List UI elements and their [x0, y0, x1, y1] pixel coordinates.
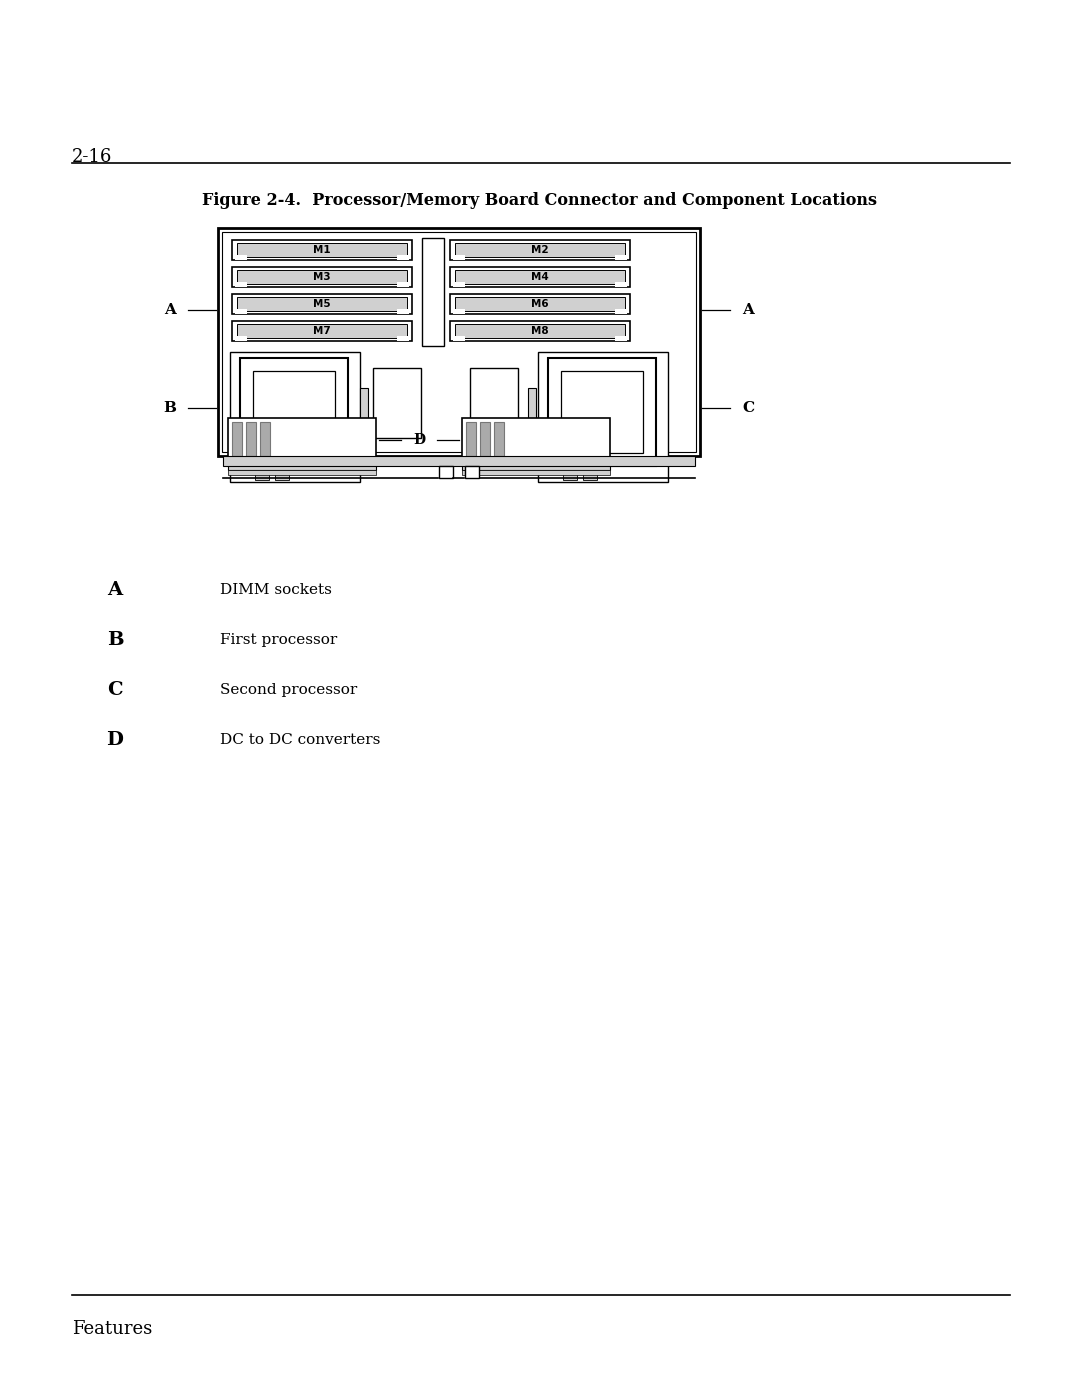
- Bar: [222, 232, 696, 453]
- Text: D: D: [107, 731, 123, 749]
- Bar: [240, 358, 348, 467]
- Bar: [232, 321, 411, 341]
- Bar: [222, 455, 696, 467]
- Text: M1: M1: [313, 244, 330, 256]
- Text: First processor: First processor: [220, 633, 337, 647]
- Bar: [235, 337, 247, 341]
- Text: M8: M8: [531, 326, 549, 337]
- Bar: [470, 367, 518, 439]
- Bar: [480, 422, 490, 455]
- Text: C: C: [742, 401, 754, 415]
- Bar: [615, 337, 627, 341]
- Bar: [615, 282, 627, 286]
- Bar: [373, 367, 421, 439]
- Bar: [528, 388, 536, 439]
- Text: DIMM sockets: DIMM sockets: [220, 583, 332, 597]
- Text: A: A: [742, 303, 754, 317]
- Bar: [397, 256, 409, 260]
- Text: Figure 2-4.  Processor/Memory Board Connector and Component Locations: Figure 2-4. Processor/Memory Board Conne…: [203, 191, 877, 210]
- Bar: [230, 352, 360, 482]
- Text: M6: M6: [531, 299, 549, 309]
- Bar: [228, 460, 376, 469]
- Bar: [455, 324, 625, 338]
- Bar: [235, 282, 247, 286]
- Text: Second processor: Second processor: [220, 683, 357, 697]
- Text: B: B: [107, 631, 123, 650]
- Bar: [583, 472, 597, 481]
- Bar: [228, 418, 376, 460]
- Bar: [561, 372, 643, 453]
- Bar: [237, 243, 407, 257]
- Bar: [453, 337, 465, 341]
- Bar: [246, 422, 256, 455]
- Bar: [450, 267, 630, 286]
- Bar: [450, 293, 630, 314]
- Text: M7: M7: [313, 326, 330, 337]
- Bar: [453, 309, 465, 314]
- Bar: [465, 467, 480, 478]
- Bar: [237, 270, 407, 284]
- Text: M2: M2: [531, 244, 549, 256]
- Bar: [462, 418, 610, 460]
- Text: A: A: [107, 581, 122, 599]
- Bar: [260, 422, 270, 455]
- Bar: [360, 388, 368, 439]
- Bar: [538, 352, 669, 482]
- Text: D: D: [413, 433, 426, 447]
- Bar: [237, 324, 407, 338]
- Text: DC to DC converters: DC to DC converters: [220, 733, 380, 747]
- Bar: [453, 256, 465, 260]
- Text: B: B: [163, 401, 176, 415]
- Text: A: A: [164, 303, 176, 317]
- Text: C: C: [107, 680, 123, 698]
- Text: M4: M4: [531, 272, 549, 282]
- Bar: [450, 321, 630, 341]
- Bar: [232, 267, 411, 286]
- Bar: [397, 282, 409, 286]
- Bar: [455, 270, 625, 284]
- Bar: [455, 243, 625, 257]
- Bar: [255, 472, 269, 481]
- Text: Features: Features: [72, 1320, 152, 1338]
- Bar: [218, 228, 700, 455]
- Bar: [235, 256, 247, 260]
- Bar: [450, 240, 630, 260]
- Bar: [455, 298, 625, 312]
- Bar: [563, 472, 577, 481]
- Bar: [228, 469, 376, 475]
- Bar: [397, 309, 409, 314]
- Text: 2-16: 2-16: [72, 148, 112, 166]
- Bar: [462, 460, 610, 469]
- Bar: [615, 309, 627, 314]
- Bar: [462, 469, 610, 475]
- Text: M3: M3: [313, 272, 330, 282]
- Bar: [397, 337, 409, 341]
- Bar: [615, 256, 627, 260]
- Bar: [453, 282, 465, 286]
- Bar: [253, 372, 335, 453]
- Bar: [275, 472, 289, 481]
- Bar: [232, 422, 242, 455]
- Bar: [232, 240, 411, 260]
- Bar: [465, 422, 476, 455]
- Text: M5: M5: [313, 299, 330, 309]
- Bar: [237, 298, 407, 312]
- Bar: [548, 358, 656, 467]
- Bar: [235, 309, 247, 314]
- Bar: [494, 422, 504, 455]
- Bar: [438, 467, 453, 478]
- Bar: [232, 293, 411, 314]
- Bar: [422, 237, 444, 346]
